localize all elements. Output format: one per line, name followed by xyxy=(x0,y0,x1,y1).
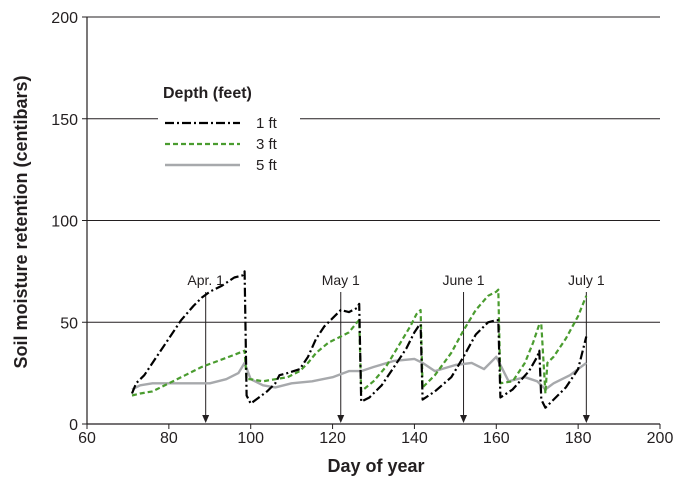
y-axis-title: Soil moisture retention (centibars) xyxy=(11,75,31,368)
x-tick-label-120: 120 xyxy=(319,430,346,447)
date-annotation-labels: Apr. 1 May 1 June 1 July 1 xyxy=(187,272,604,288)
annotation-arrowhead-may-1 xyxy=(337,415,345,423)
legend-label-1-ft: 1 ft xyxy=(256,115,278,132)
series-lines xyxy=(130,270,588,409)
x-tick-label-180: 180 xyxy=(565,430,592,447)
x-tick-label-60: 60 xyxy=(78,430,96,447)
annotation-label-july-1: July 1 xyxy=(568,272,605,288)
y-tick-labels: 0 50 100 150 200 xyxy=(51,10,78,434)
y-tick-label-50: 50 xyxy=(60,315,78,332)
annotation-label-june-1: June 1 xyxy=(443,272,485,288)
y-tick-label-200: 200 xyxy=(51,10,78,27)
y-tick-label-100: 100 xyxy=(51,214,78,231)
axes xyxy=(82,16,661,429)
annotation-arrowhead-july-1 xyxy=(582,415,590,423)
date-annotation-arrows xyxy=(202,292,590,423)
x-axis-title: Day of year xyxy=(327,456,424,476)
series-line-1-ft xyxy=(130,270,588,409)
x-tick-label-140: 140 xyxy=(401,430,428,447)
series-line-3-ft xyxy=(131,288,588,397)
legend: Depth (feet) 1 ft 3 ft 5 ft xyxy=(158,78,300,200)
annotation-label-apr-1: Apr. 1 xyxy=(187,272,224,288)
x-tick-label-80: 80 xyxy=(160,430,178,447)
annotation-label-may-1: May 1 xyxy=(322,272,360,288)
x-tick-label-160: 160 xyxy=(483,430,510,447)
y-tick-label-150: 150 xyxy=(51,112,78,129)
x-tick-labels: 60 80 100 120 140 160 180 200 xyxy=(78,430,673,447)
annotation-arrowhead-apr-1 xyxy=(202,415,210,423)
annotation-arrowhead-june-1 xyxy=(460,415,468,423)
y-tick-label-0: 0 xyxy=(69,417,78,434)
legend-label-5-ft: 5 ft xyxy=(256,157,278,174)
x-tick-label-200: 200 xyxy=(647,430,674,447)
legend-title: Depth (feet) xyxy=(163,85,252,102)
legend-background xyxy=(158,78,300,200)
x-tick-label-100: 100 xyxy=(237,430,264,447)
legend-label-3-ft: 3 ft xyxy=(256,136,278,153)
